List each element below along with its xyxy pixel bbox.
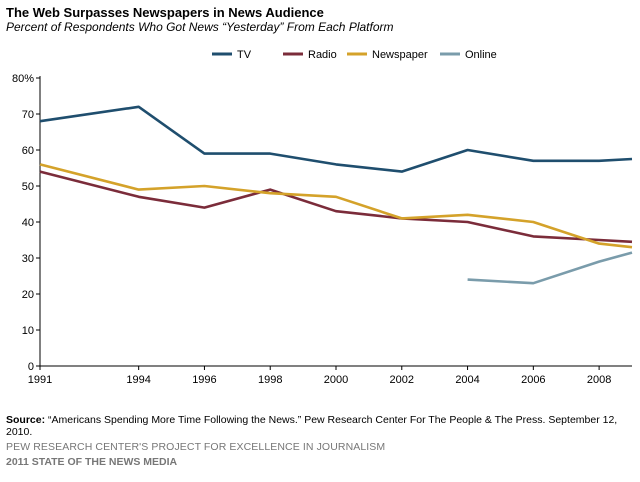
series-line-tv	[39, 105, 633, 173]
legend-label: TV	[237, 49, 252, 61]
series-lines	[39, 105, 633, 285]
x-tick-label: 2008	[587, 374, 611, 386]
legend-label: Online	[465, 49, 497, 61]
y-tick-label: 50	[22, 181, 34, 193]
x-tick-label: 1994	[126, 374, 150, 386]
chart-title: The Web Surpasses Newspapers in News Aud…	[6, 5, 324, 20]
x-tick-label: 2000	[324, 374, 348, 386]
x-tick-label: 2006	[521, 374, 545, 386]
source-text: “Americans Spending More Time Following …	[6, 414, 618, 438]
x-tick-label: 1991	[28, 374, 52, 386]
y-tick-label: 60	[22, 145, 34, 157]
axes: 0 10 20 30 40 50 60 70 80% 1991 1994 1996 1998 2000 20…	[12, 73, 632, 386]
report-credit: 2011 STATE OF THE NEWS MEDIA	[6, 456, 178, 468]
line-chart: TV Radio Newspaper Online 0 10 20 30 40 50 60 70 80…	[12, 49, 633, 386]
legend-item-online: Online	[440, 49, 497, 61]
series-line-radio	[39, 170, 633, 244]
y-tick-label: 20	[22, 289, 34, 301]
y-tick-label: 40	[22, 217, 34, 229]
y-tick-label: 30	[22, 253, 34, 265]
source-label: Source:	[6, 414, 46, 426]
y-tick-label: 10	[22, 325, 34, 337]
legend-label: Radio	[308, 49, 337, 61]
legend: TV Radio Newspaper Online	[212, 49, 497, 61]
legend-label: Newspaper	[372, 49, 428, 61]
y-tick-label: 70	[22, 109, 34, 121]
y-tick-label: 80%	[12, 73, 34, 85]
project-credit: PEW RESEARCH CENTER'S PROJECT FOR EXCELL…	[6, 441, 386, 453]
chart-subtitle: Percent of Respondents Who Got News “Yes…	[6, 20, 394, 34]
series-line-online	[467, 251, 633, 285]
source-note: Source: “Americans Spending More Time Fo…	[6, 414, 634, 438]
x-tick-label: 2002	[390, 374, 414, 386]
x-tick-label: 2004	[455, 374, 479, 386]
y-tick-label: 0	[28, 361, 34, 373]
legend-item-radio: Radio	[283, 49, 337, 61]
legend-item-newspaper: Newspaper	[347, 49, 428, 61]
x-tick-label: 1998	[258, 374, 282, 386]
legend-item-tv: TV	[212, 49, 252, 61]
x-tick-label: 1996	[192, 374, 216, 386]
series-line-newspaper	[39, 163, 633, 249]
